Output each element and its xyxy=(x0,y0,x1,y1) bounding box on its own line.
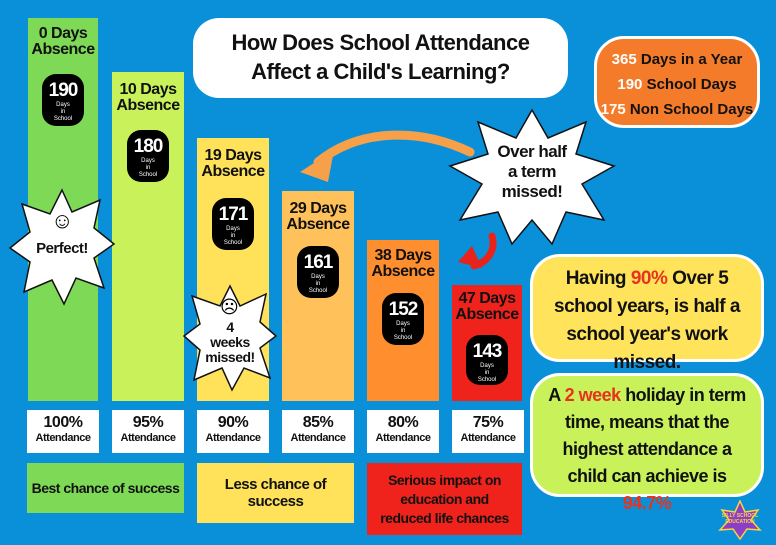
red-arrowhead xyxy=(458,246,482,268)
outcome-less: Less chance of success xyxy=(197,463,354,523)
bar-47-days: 47 Days Absence 143 Days in School xyxy=(452,285,522,401)
bar-absence-label: 38 Days Absence xyxy=(371,247,435,280)
bar-10-days: 10 Days Absence 180 Days in School xyxy=(112,72,184,401)
logo: SILLY SCHOOL EDUCATION xyxy=(718,500,762,540)
days-in-school-badge: 161 Days in School xyxy=(297,246,339,298)
bar-absence-label: 10 Days Absence xyxy=(116,81,180,114)
days-in-school-badge: 143 Days in School xyxy=(466,335,508,385)
outcome-serious: Serious impact on education and reduced … xyxy=(367,463,522,535)
star-half-term: Over half a term missed! xyxy=(448,108,616,246)
info-2-week-holiday: A 2 week holiday in term time, means tha… xyxy=(530,373,764,513)
star-perfect: ☺ Perfect! xyxy=(8,188,116,306)
days-in-school-badge: 152 Days in School xyxy=(382,293,424,345)
bar-absence-label: 47 Days Absence xyxy=(455,290,519,323)
page-title: How Does School Attendance Affect a Chil… xyxy=(193,18,568,98)
sad-face-icon: ☹ xyxy=(220,297,239,317)
fact-days-in-year: 365 Days in a Year xyxy=(611,51,743,68)
bar-absence-label: 29 Days Absence xyxy=(286,200,350,233)
bar-38-days: 38 Days Absence 152 Days in School xyxy=(367,240,439,401)
attendance-85: 85% Attendance xyxy=(282,410,354,453)
info-90-percent: Having 90% Over 5 school years, is half … xyxy=(530,254,764,373)
attendance-75: 75% Attendance xyxy=(452,410,524,453)
outcome-best: Best chance of success xyxy=(27,463,184,513)
attendance-90: 90% Attendance xyxy=(197,410,269,453)
bar-absence-label: 19 Days Absence xyxy=(201,147,265,180)
orange-arrowhead xyxy=(300,150,334,182)
fact-non-school-days: 175 Non School Days xyxy=(600,101,754,118)
facts-box: 365 Days in a Year 190 School Days 175 N… xyxy=(594,36,760,128)
bar-absence-label: 0 Days Absence xyxy=(31,25,95,58)
days-in-school-badge: 190 Days in School xyxy=(42,74,84,126)
attendance-100: 100% Attendance xyxy=(27,410,99,453)
days-in-school-badge: 171 Days in School xyxy=(212,198,254,250)
fact-school-days: 190 School Days xyxy=(617,76,737,93)
star-four-weeks: ☹ 4 weeks missed! xyxy=(182,284,278,392)
attendance-95: 95% Attendance xyxy=(112,410,184,453)
bar-29-days: 29 Days Absence 161 Days in School xyxy=(282,191,354,401)
smiley-icon: ☺ xyxy=(51,208,74,233)
days-in-school-badge: 180 Days in School xyxy=(127,130,169,182)
attendance-80: 80% Attendance xyxy=(367,410,439,453)
